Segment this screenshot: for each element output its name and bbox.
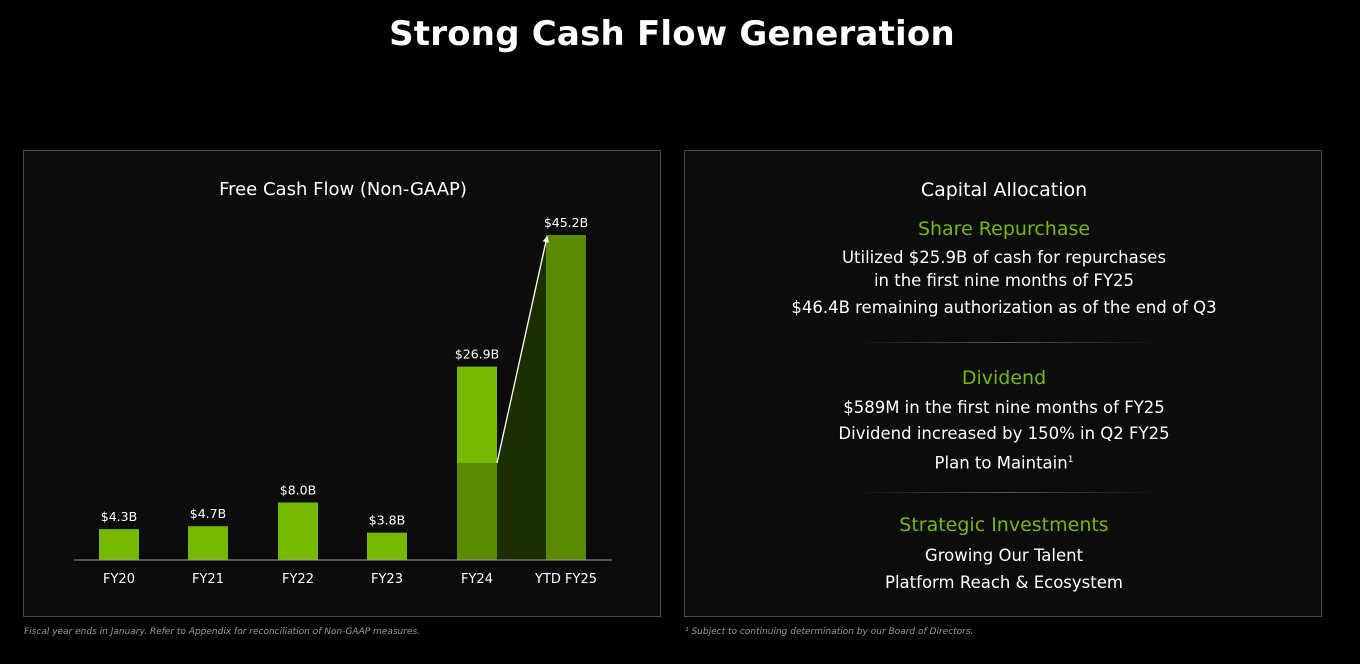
free-cash-flow-chart-panel: $4.3B FY20 $4.7B FY21 $8.0B FY22 $3.8B FY23 $26.… xyxy=(23,150,661,617)
share-repurchase-line-2: in the first nine months of FY25 xyxy=(873,271,1135,290)
strategic-investments-heading: Strategic Investments xyxy=(899,514,1109,536)
bar-fy23 xyxy=(367,532,407,560)
tick-label: FY24 xyxy=(461,572,493,587)
share-repurchase-section: Share Repurchase Utilized $25.9B of cash… xyxy=(685,218,1323,319)
dividend-heading: Dividend xyxy=(961,367,1047,389)
page-title: Strong Cash Flow Generation xyxy=(389,14,955,54)
footnote-fiscal-year: Fiscal year ends in January. Refer to Ap… xyxy=(24,627,421,637)
bar-fy20 xyxy=(99,529,139,560)
share-repurchase-line-1: Utilized $25.9B of cash for repurchases xyxy=(841,248,1167,267)
growth-band xyxy=(497,235,546,560)
strategic-investments-section: Strategic Investments Growing Our Talent… xyxy=(685,514,1323,596)
tick-label: FY21 xyxy=(192,572,224,587)
bar-fy22 xyxy=(278,502,318,560)
free-cash-flow-chart: $4.3B FY20 $4.7B FY21 $8.0B FY22 $3.8B FY23 $26.… xyxy=(74,215,612,587)
share-repurchase-line-3: $46.4B remaining authorization as of the… xyxy=(791,298,1217,317)
share-repurchase-heading: Share Repurchase xyxy=(917,218,1091,240)
tick-label: FY22 xyxy=(282,572,314,587)
data-label: $4.3B xyxy=(101,509,137,524)
bar-fy21 xyxy=(188,526,228,560)
bar-fy24-comparable-segment xyxy=(457,462,497,560)
tick-label: YTD FY25 xyxy=(534,572,597,587)
footnote-marker: 1 xyxy=(1067,455,1074,465)
capital-allocation-panel: Capital Allocation Share Repurchase Util… xyxy=(684,150,1322,617)
section-divider xyxy=(850,492,1160,493)
dividend-line-2: Dividend increased by 150% in Q2 FY25 xyxy=(838,424,1170,443)
data-label: $26.9B xyxy=(455,347,499,362)
tick-label: FY20 xyxy=(103,572,135,587)
chart-title: Free Cash Flow (Non-GAAP) xyxy=(219,179,467,200)
strategic-investments-line-1: Growing Our Talent xyxy=(924,546,1084,565)
dividend-line-1: $589M in the first nine months of FY25 xyxy=(843,398,1165,417)
tick-label: FY23 xyxy=(371,572,403,587)
data-label: $4.7B xyxy=(190,506,226,521)
strategic-investments-line-2: Platform Reach & Ecosystem xyxy=(885,573,1123,592)
data-label: $45.2B xyxy=(544,215,588,230)
dividend-section: Dividend $589M in the first nine months … xyxy=(685,367,1323,477)
data-label: $8.0B xyxy=(280,482,316,497)
dividend-line-3: Plan to Maintain1 xyxy=(685,447,1323,477)
data-label: $3.8B xyxy=(369,513,405,528)
capital-allocation-title: Capital Allocation xyxy=(920,179,1088,201)
bar-ytd-fy25 xyxy=(546,235,586,560)
dividend-line-3-text: Plan to Maintain xyxy=(934,453,1068,473)
section-divider xyxy=(850,342,1160,343)
growth-arrow xyxy=(496,235,550,464)
footnote-board: ¹ Subject to continuing determination by… xyxy=(685,627,974,637)
